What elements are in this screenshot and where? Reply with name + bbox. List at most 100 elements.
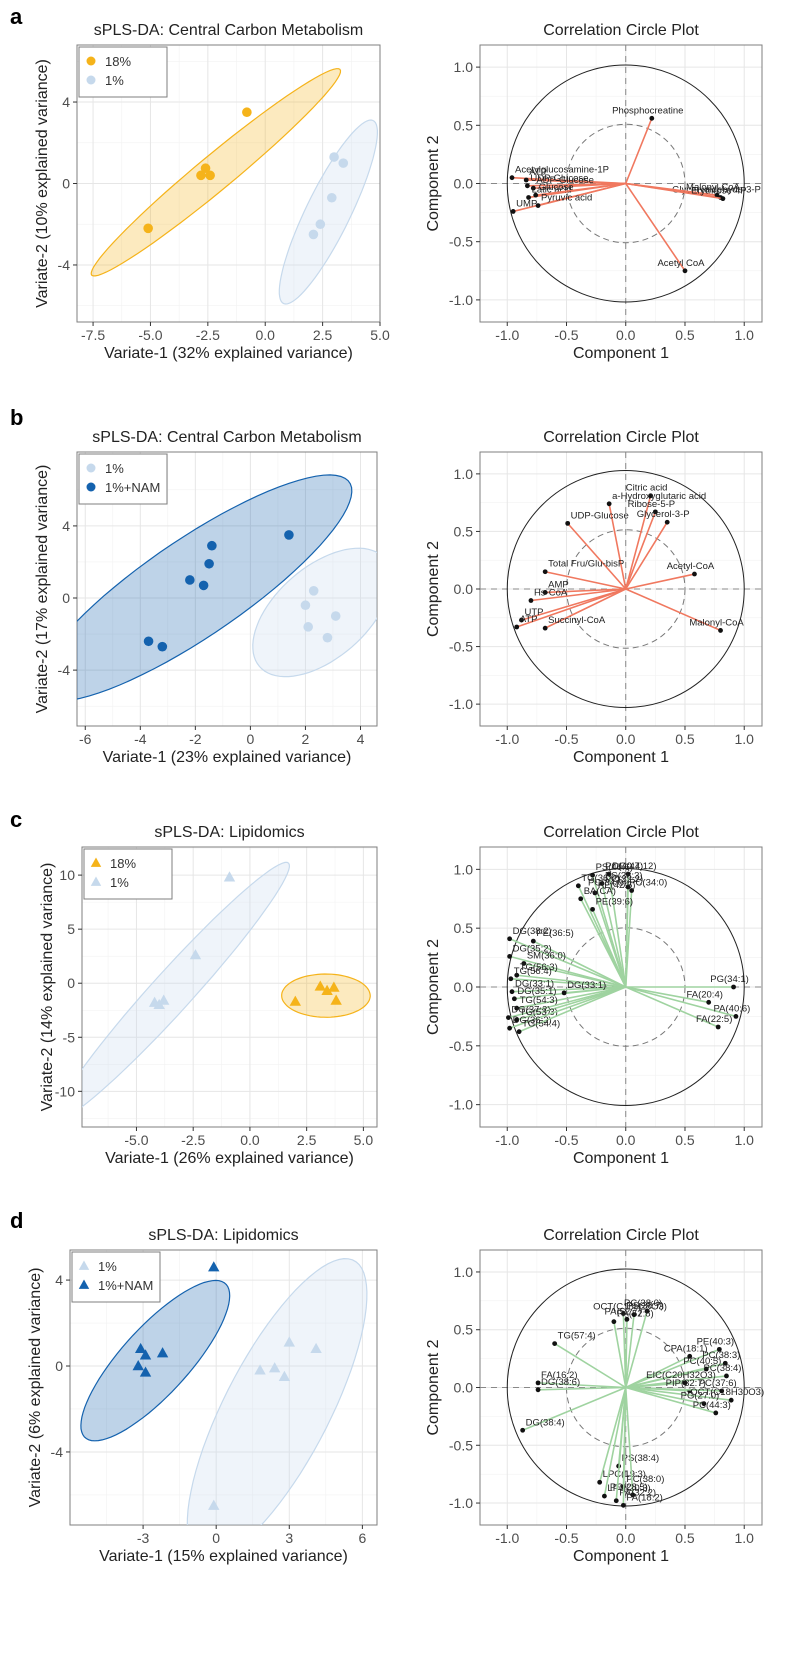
variable-label: FA(20:4) — [686, 989, 722, 1000]
variable-point — [514, 972, 520, 978]
variable-label: DG(44:12) — [612, 861, 656, 872]
variable-point — [597, 1479, 603, 1485]
variable-label: TG(53:3) — [520, 1007, 558, 1018]
outer-circle — [506, 64, 745, 303]
variable-point — [507, 1025, 513, 1031]
variable-point — [561, 990, 567, 996]
y-tick-label: 0.0 — [454, 979, 474, 995]
chart-title: Correlation Circle Plot — [543, 22, 699, 39]
variable-label: Citric acid — [626, 483, 668, 494]
variable-label: DG(33:1) — [515, 979, 554, 990]
y-tick-label: 4 — [62, 94, 70, 110]
variable-arrow — [625, 1348, 720, 1389]
chart-c-corr: -1.0 -0.5 0.0 0.5 1.0 -1.0 -0.5 0.0 0.5 1.0 Correl… — [425, 824, 763, 1167]
variable-arrow — [624, 1387, 634, 1496]
variable-point — [519, 617, 524, 623]
variable-label: Acetyl-CoA — [667, 561, 715, 572]
variable-label: PE(36:5) — [536, 928, 574, 939]
sample-point — [143, 636, 154, 647]
variable-label: PS(38:4) — [622, 1453, 660, 1464]
y-axis-label: Variate-2 (10% explained variance) — [34, 59, 51, 308]
variable-arrow — [509, 938, 627, 988]
variable-arrow — [625, 1386, 732, 1402]
x-tick-label: -1.0 — [495, 731, 519, 747]
variable-point — [611, 1319, 617, 1325]
x-tick-label: -5.0 — [138, 327, 162, 343]
sample-point — [185, 575, 195, 585]
variable-point — [542, 590, 548, 595]
variable-label: PC(28:5) — [610, 1482, 648, 1493]
confidence-ellipse — [80, 1279, 231, 1442]
y-tick-label: 0.5 — [454, 117, 474, 133]
variable-arrow — [625, 573, 695, 590]
x-axis-label: Component 1 — [573, 749, 669, 766]
y-tick-label: 1.0 — [454, 466, 474, 482]
sample-point — [157, 994, 170, 1005]
variable-point — [731, 984, 736, 990]
x-tick-label: -5.0 — [124, 1132, 148, 1148]
variable-vectors: PS(38:7)PC(38:0)PA(52:8)OCT(C18H28O3)PA(… — [520, 1298, 764, 1508]
variable-label: PC(38:3) — [702, 1350, 740, 1361]
variable-point — [631, 1312, 637, 1318]
y-tick-label: 0 — [67, 975, 75, 991]
variable-label: Acetyl CoA — [657, 258, 705, 269]
x-tick-label: 1.0 — [734, 1132, 754, 1148]
sample-point — [308, 229, 319, 240]
y-tick-label: 0.5 — [454, 523, 474, 539]
variable-arrow — [625, 986, 719, 1028]
variable-point — [720, 196, 726, 202]
legend-marker — [90, 876, 102, 886]
chart-title: Correlation Circle Plot — [543, 824, 699, 841]
variable-label: UTP — [524, 607, 543, 618]
variable-arrow — [624, 1319, 628, 1388]
x-tick-label: 3 — [285, 1530, 293, 1546]
variable-point — [620, 1311, 626, 1316]
variable-point — [701, 1401, 707, 1407]
x-tick-label: 2 — [302, 731, 310, 747]
sample-point — [283, 1336, 295, 1347]
variable-label: PC(40:5) — [683, 1356, 721, 1367]
y-tick-label: -10 — [55, 1083, 75, 1099]
variable-point — [524, 183, 530, 189]
y-axis-label: Component 2 — [425, 1339, 442, 1435]
variable-label: TG(56:4) — [514, 966, 552, 977]
y-tick-label: -0.5 — [449, 1437, 473, 1453]
confidence-ellipse — [252, 547, 377, 678]
confidence-ellipse — [186, 1257, 368, 1525]
variable-label: TG(36:0) — [581, 873, 619, 884]
variable-point — [590, 872, 595, 878]
y-tick-label: -0.5 — [449, 1038, 473, 1054]
variable-label: DG(36:2) — [513, 1015, 552, 1026]
y-tick-label: 0 — [62, 590, 70, 606]
variable-label: DG(38:6) — [541, 1377, 580, 1388]
x-tick-label: -2 — [189, 731, 202, 747]
variable-label: PC(40:7) — [605, 861, 643, 872]
variable-point — [733, 1014, 739, 1019]
variable-arrow — [625, 986, 709, 1004]
variable-arrow — [624, 890, 633, 988]
variable-vectors: PS(40:6)DG(44:12)PC(40:7)PS(38:3)PC(32:2… — [506, 861, 750, 1035]
variable-point — [722, 1360, 728, 1366]
variable-point — [542, 625, 548, 631]
variable-label: TG(54:4) — [522, 1019, 560, 1030]
legend-box — [71, 1251, 161, 1303]
legend-marker — [86, 75, 96, 85]
chart-title: sPLS-DA: Central Carbon Metabolism — [94, 22, 363, 39]
sample-point — [208, 1499, 220, 1510]
x-axis-label: Component 1 — [573, 1548, 669, 1565]
variable-label: PE(42:6) — [598, 880, 636, 891]
confidence-ellipses — [80, 1257, 368, 1525]
chart-title: sPLS-DA: Lipidomics — [154, 824, 304, 841]
variable-arrow — [624, 495, 652, 590]
variable-arrow — [516, 588, 627, 628]
x-tick-label: 0.0 — [255, 327, 275, 343]
variable-arrow — [625, 588, 721, 632]
variable-label: DG(33:1) — [567, 980, 606, 991]
chart-title: Correlation Circle Plot — [543, 429, 699, 446]
plot-border — [69, 1249, 378, 1526]
variable-point — [575, 883, 581, 889]
variable-arrow — [516, 986, 626, 1009]
variable-point — [652, 509, 658, 515]
outer-circle — [506, 1268, 745, 1507]
